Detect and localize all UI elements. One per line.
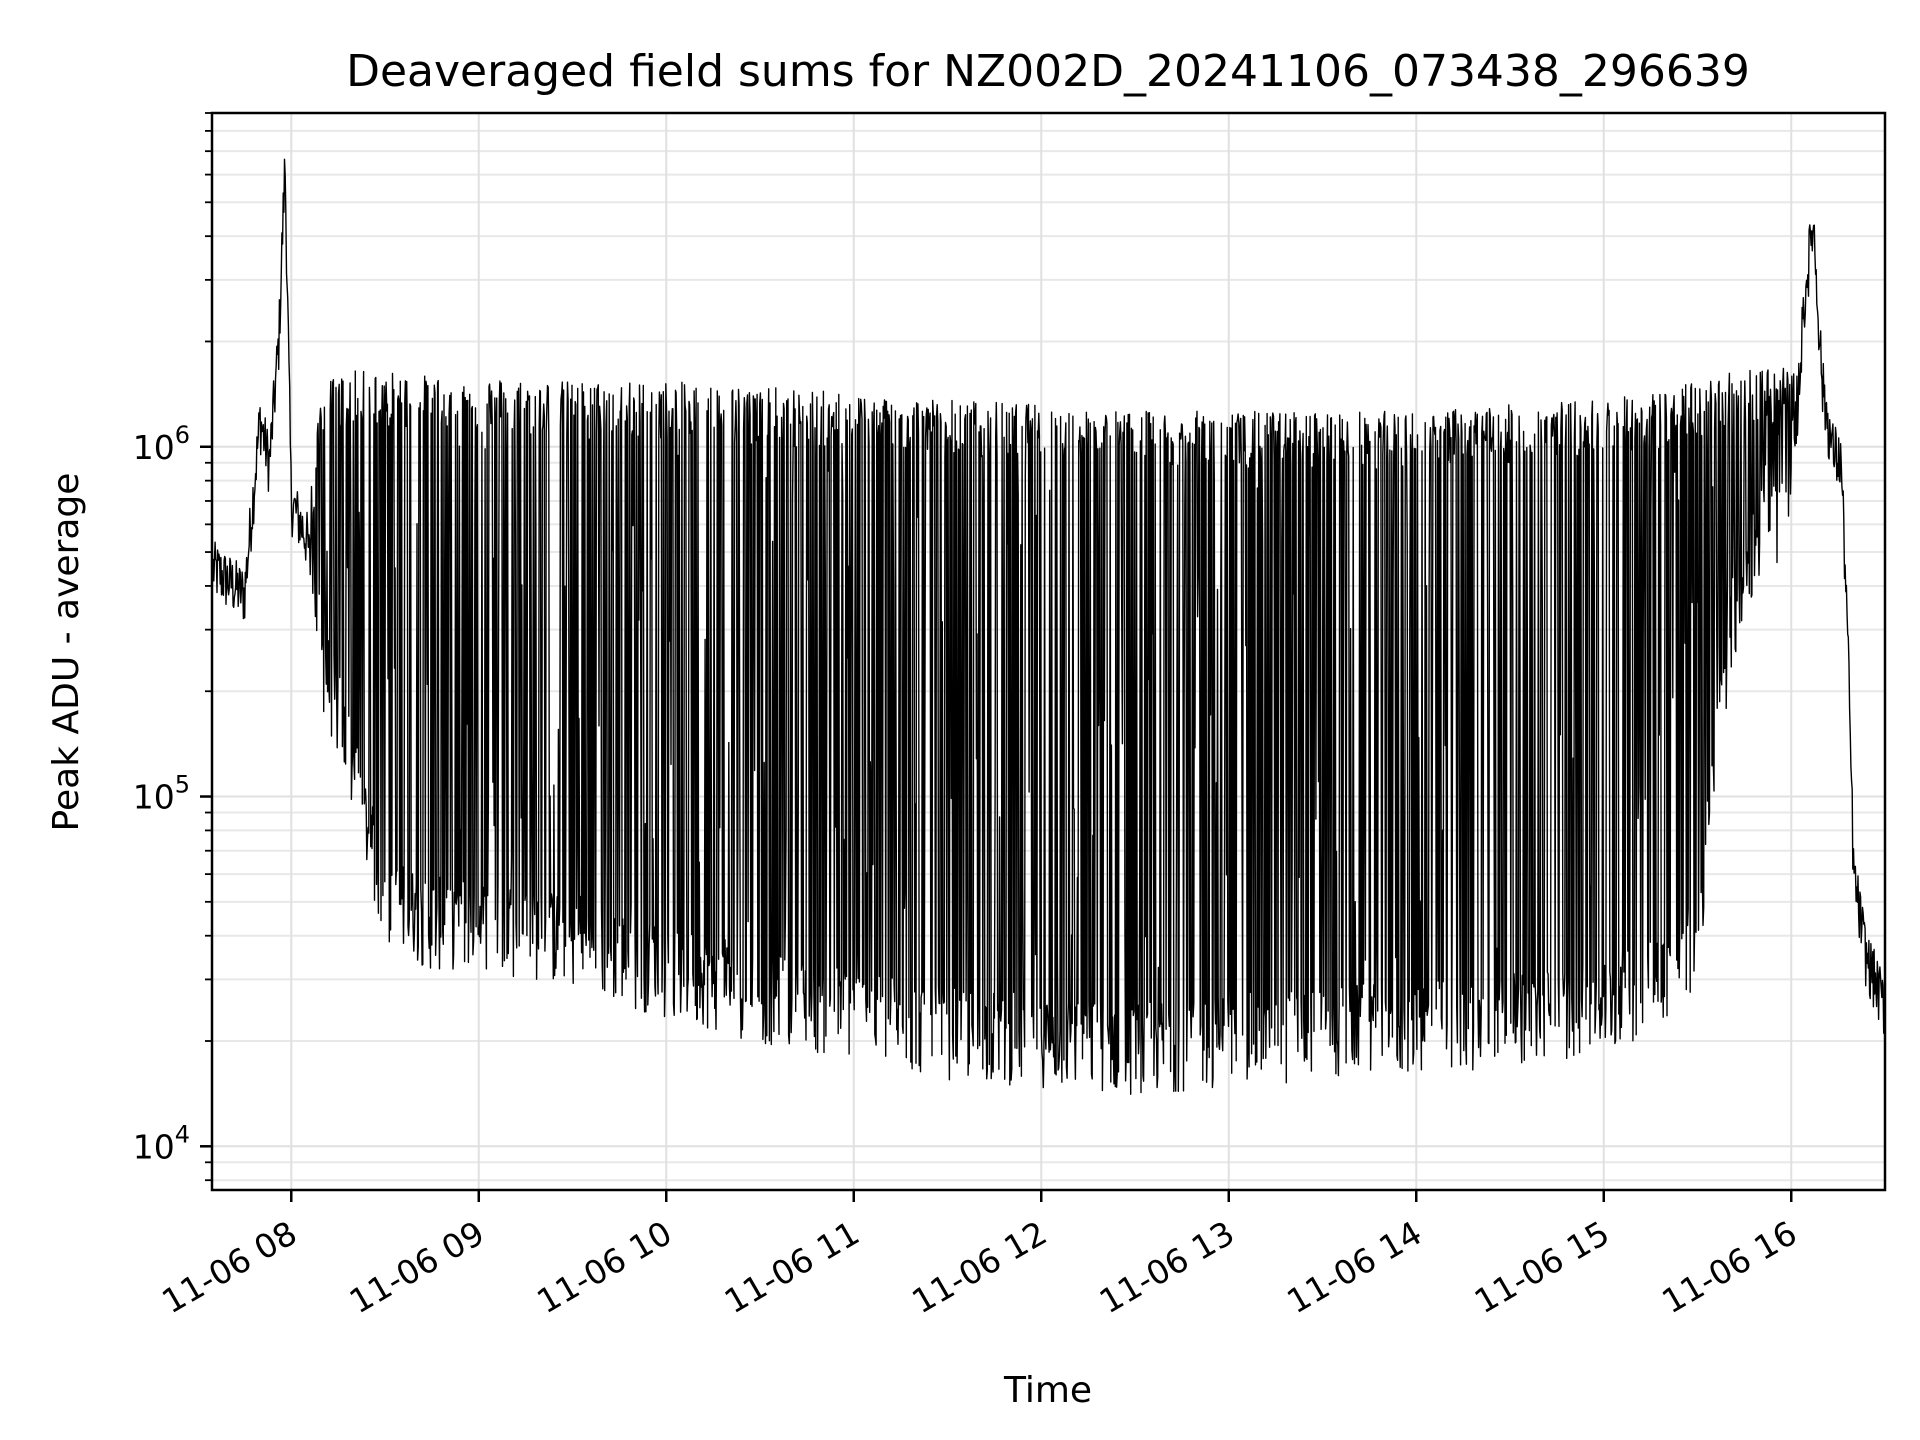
x-axis: 11-06 08 11-06 09 11-06 10 11-06 11 11-06 12… [155, 1190, 1803, 1321]
x-tick-label: 11-06 15 [1468, 1213, 1616, 1321]
y-tick-base: 10 [133, 778, 175, 817]
x-tick-label: 11-06 12 [905, 1213, 1053, 1321]
x-tick-label: 11-06 13 [1093, 1213, 1241, 1321]
y-axis-title: Peak ADU - average [46, 473, 87, 832]
x-tick-label: 11-06 10 [530, 1213, 678, 1321]
y-tick-base: 10 [133, 1127, 175, 1166]
x-tick-label: 11-06 08 [155, 1213, 303, 1321]
y-tick-exponent: 4 [175, 1120, 190, 1148]
x-axis-title: Time [1003, 1370, 1092, 1411]
y-tick-exponent: 5 [175, 771, 190, 799]
chart-title: Deaveraged field sums for NZ002D_2024110… [346, 46, 1750, 97]
x-tick-label: 11-06 09 [343, 1213, 491, 1321]
y-tick-exponent: 6 [175, 421, 190, 449]
data-series [212, 158, 1886, 1095]
y-tick-label: 106 [133, 421, 190, 467]
y-tick-label: 105 [133, 771, 190, 817]
y-tick-label: 104 [133, 1120, 190, 1166]
x-tick-label: 11-06 11 [718, 1213, 866, 1321]
y-tick-base: 10 [133, 428, 175, 467]
series-line [212, 158, 1886, 1095]
x-tick-label: 11-06 16 [1655, 1213, 1803, 1321]
x-tick-label: 11-06 14 [1280, 1213, 1428, 1321]
plot-frame [210, 111, 1887, 1192]
